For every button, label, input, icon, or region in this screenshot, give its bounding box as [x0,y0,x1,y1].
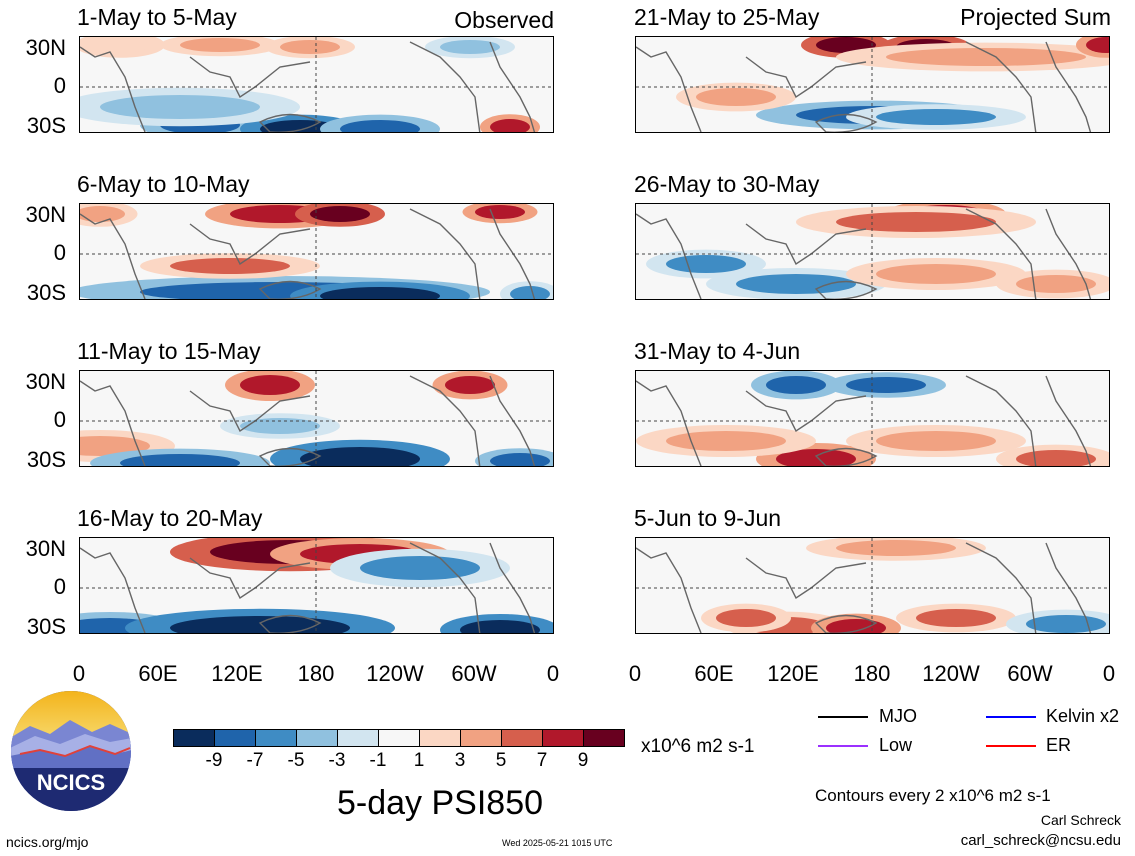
panel-title: 26-May to 30-May [634,171,820,197]
colorbar-swatch [583,729,625,747]
lat-label: 30N [25,369,66,394]
colorbar-swatch [173,729,215,747]
colorbar-label: 1 [413,750,425,771]
lat-label: 0 [53,574,66,599]
map-panel [635,36,1110,133]
map-panel [79,203,554,300]
legend-kelvin: Kelvin x2 [1046,706,1120,726]
ncics-logo: NCICS [10,690,132,812]
map-panel [635,203,1110,300]
lat-label: 30N [25,536,66,561]
lon-label: 0 [72,661,86,686]
colorbar-swatch [337,729,379,747]
panel-title: 16-May to 20-May [77,505,263,531]
lon-label: 0 [546,661,560,686]
mjo-line [818,716,868,718]
legend-mjo: MJO [879,706,917,726]
lat-label: 0 [53,240,66,265]
panel-title: 31-May to 4-Jun [634,338,801,364]
author: Carl Schreck [1040,812,1121,828]
observed-label: Observed [454,7,554,33]
colorbar-label: 5 [495,750,507,771]
kelvin-line [986,716,1036,718]
colorbar-swatch [542,729,584,747]
panel-title: 11-May to 15-May [77,338,261,364]
lon-label: 60W [1007,661,1053,686]
lon-label: 0 [628,661,642,686]
map-panel [79,36,554,133]
colorbar-label: -5 [287,750,305,771]
colorbar-label: -9 [205,750,223,771]
panel-title: 5-Jun to 9-Jun [634,505,782,531]
colorbar-units: x10^6 m2 s-1 [641,736,755,757]
site-link[interactable]: ncics.org/mjo [6,834,89,850]
lon-label: 60W [451,661,497,686]
colorbar-swatch [378,729,420,747]
colorbar-label: 9 [577,750,589,771]
lon-label: 120W [366,661,424,686]
lat-label: 30N [25,202,66,227]
colorbar-label: 3 [454,750,466,771]
map-panel [635,537,1110,634]
lon-label: 0 [1102,661,1116,686]
lon-label: 120W [922,661,980,686]
map-panel [635,370,1110,467]
colorbar-swatch [460,729,502,747]
lat-label: 30S [26,447,66,472]
colorbar-label: -3 [328,750,346,771]
panel-title: 1-May to 5-May [77,4,237,30]
timestamp: Wed 2025-05-21 1015 UTC [502,838,613,848]
colorbar-swatch [419,729,461,747]
lon-label: 120E [767,661,819,686]
colorbar-swatch [214,729,256,747]
lon-label: 180 [853,661,891,686]
lon-label: 60E [138,661,178,686]
colorbar-label: -1 [369,750,387,771]
author-email[interactable]: carl_schreck@ncsu.edu [960,832,1121,849]
lon-label: 180 [297,661,335,686]
panel-title: 6-May to 10-May [77,171,250,197]
colorbar-swatch [501,729,543,747]
map-panel [79,537,554,634]
lat-label: 30S [26,614,66,639]
legend-low: Low [879,735,913,755]
lat-label: 0 [53,407,66,432]
colorbar-swatch [296,729,338,747]
lon-label: 60E [694,661,734,686]
lat-label: 0 [53,73,66,98]
colorbar-label: 7 [536,750,548,771]
lat-label: 30S [26,280,66,305]
er-line [986,745,1036,747]
lat-label: 30N [25,35,66,60]
colorbar-swatch [255,729,297,747]
panel-title: 21-May to 25-May [634,4,820,30]
legend-er: ER [1046,735,1072,755]
colorbar-label: -7 [246,750,264,771]
map-panel [79,370,554,467]
contour-note: Contours every 2 x10^6 m2 s-1 [815,786,1051,805]
lat-label: 30S [26,113,66,138]
logo-text: NCICS [37,770,105,795]
low-line [818,745,868,747]
projected-sum-label: Projected Sum [960,4,1111,30]
lon-label: 120E [211,661,263,686]
main-title: 5-day PSI850 [337,784,544,822]
